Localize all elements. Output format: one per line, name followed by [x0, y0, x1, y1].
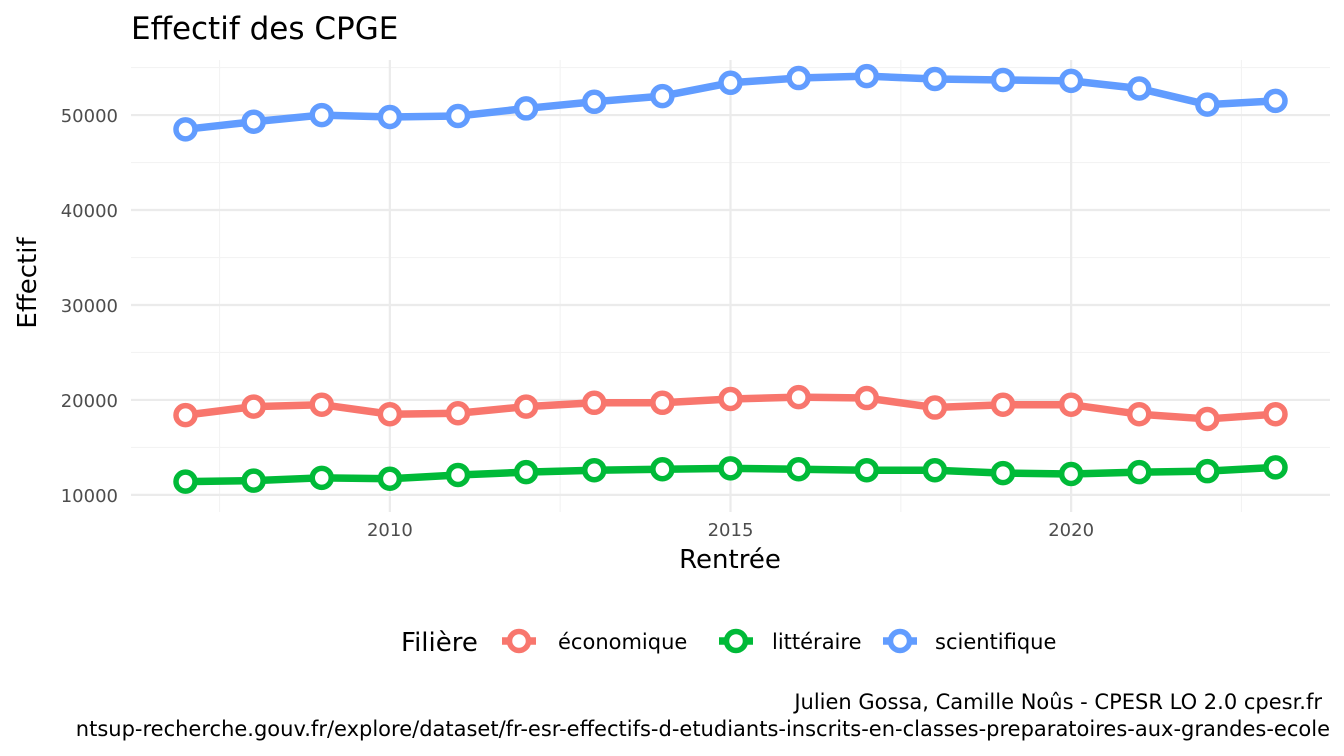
- data-point-economique: [1058, 392, 1084, 417]
- legend-item-economique: économique: [502, 628, 687, 654]
- data-point-litteraire: [1127, 459, 1152, 485]
- data-point-scientifique: [922, 66, 948, 92]
- data-point-economique: [1127, 401, 1152, 427]
- data-point-economique: [582, 390, 607, 416]
- data-point-scientifique: [1263, 88, 1288, 114]
- legend-label: littéraire: [772, 630, 862, 654]
- data-point-litteraire: [718, 456, 743, 481]
- y-tick-label: 40000: [61, 201, 118, 222]
- chart-title: Effectif des CPGE: [131, 11, 398, 47]
- legend-label: scientifique: [935, 630, 1056, 654]
- data-point-economique: [1263, 401, 1288, 427]
- data-point-litteraire: [445, 462, 471, 488]
- data-point-litteraire: [513, 459, 539, 485]
- data-point-economique: [786, 384, 811, 410]
- legend-key-point: [887, 628, 913, 654]
- caption-line-1: Julien Gossa, Camille Noûs - CPESR LO 2.…: [792, 690, 1322, 714]
- data-point-litteraire: [241, 468, 266, 493]
- data-point-litteraire: [377, 466, 403, 492]
- data-point-litteraire: [990, 460, 1016, 486]
- data-point-litteraire: [786, 457, 811, 482]
- y-tick-label: 30000: [61, 296, 118, 317]
- data-point-scientifique: [582, 89, 607, 115]
- data-point-scientifique: [854, 63, 879, 89]
- data-point-litteraire: [1058, 461, 1084, 487]
- y-axis-ticks: 10000 20000 30000 40000 50000: [61, 106, 118, 507]
- data-point-economique: [445, 400, 471, 426]
- data-point-litteraire: [650, 457, 675, 482]
- legend-label: économique: [558, 630, 687, 654]
- data-point-scientifique: [650, 83, 675, 109]
- data-point-economique: [377, 401, 403, 427]
- y-tick-label: 20000: [61, 391, 118, 412]
- data-point-economique: [513, 394, 539, 419]
- data-point-scientifique: [309, 102, 334, 128]
- data-point-litteraire: [173, 469, 198, 494]
- data-point-litteraire: [1263, 455, 1288, 480]
- data-point-scientifique: [1127, 76, 1152, 101]
- data-point-scientifique: [1058, 68, 1084, 94]
- x-tick-label: 2010: [367, 520, 413, 541]
- data-point-scientifique: [786, 65, 811, 91]
- data-point-scientifique: [718, 70, 743, 96]
- series-litteraire: [173, 455, 1288, 494]
- data-point-litteraire: [582, 457, 607, 483]
- legend-item-scientifique: scientifique: [883, 628, 1056, 654]
- x-tick-label: 2020: [1048, 520, 1094, 541]
- data-point-scientifique: [445, 103, 471, 129]
- data-point-economique: [854, 385, 879, 411]
- legend-item-litteraire: littéraire: [719, 628, 862, 654]
- x-axis-title: Rentrée: [679, 545, 781, 575]
- data-point-scientifique: [990, 67, 1016, 93]
- series-scientifique: [173, 63, 1288, 142]
- data-point-economique: [922, 395, 948, 420]
- series-layer: [173, 63, 1288, 494]
- data-point-litteraire: [1195, 458, 1220, 484]
- y-axis-title: Effectif: [13, 237, 43, 329]
- series-economique: [173, 384, 1288, 432]
- data-point-economique: [718, 386, 743, 412]
- caption-line-2: ntsup-recherche.gouv.fr/explore/dataset/…: [76, 717, 1330, 741]
- data-point-economique: [650, 390, 675, 416]
- legend: Filière économique littéraire scientifique: [401, 628, 1056, 658]
- x-axis-ticks: 2010 2015 2020: [367, 520, 1094, 541]
- x-tick-label: 2015: [708, 520, 754, 541]
- y-tick-label: 10000: [61, 486, 118, 507]
- data-point-economique: [1195, 406, 1220, 432]
- data-point-scientifique: [241, 109, 266, 134]
- data-point-scientifique: [377, 104, 403, 130]
- data-point-scientifique: [513, 96, 539, 121]
- legend-key-point: [723, 628, 749, 654]
- data-point-litteraire: [922, 457, 948, 483]
- data-point-litteraire: [309, 465, 334, 491]
- y-tick-label: 50000: [61, 106, 118, 127]
- legend-key-point: [506, 628, 532, 654]
- data-point-economique: [241, 394, 266, 419]
- data-point-scientifique: [173, 117, 198, 142]
- data-point-scientifique: [1195, 92, 1220, 117]
- data-point-economique: [309, 392, 334, 417]
- data-point-economique: [990, 392, 1016, 417]
- legend-title: Filière: [401, 628, 478, 658]
- grid: [131, 60, 1330, 512]
- data-point-litteraire: [854, 457, 879, 483]
- data-point-economique: [173, 402, 198, 428]
